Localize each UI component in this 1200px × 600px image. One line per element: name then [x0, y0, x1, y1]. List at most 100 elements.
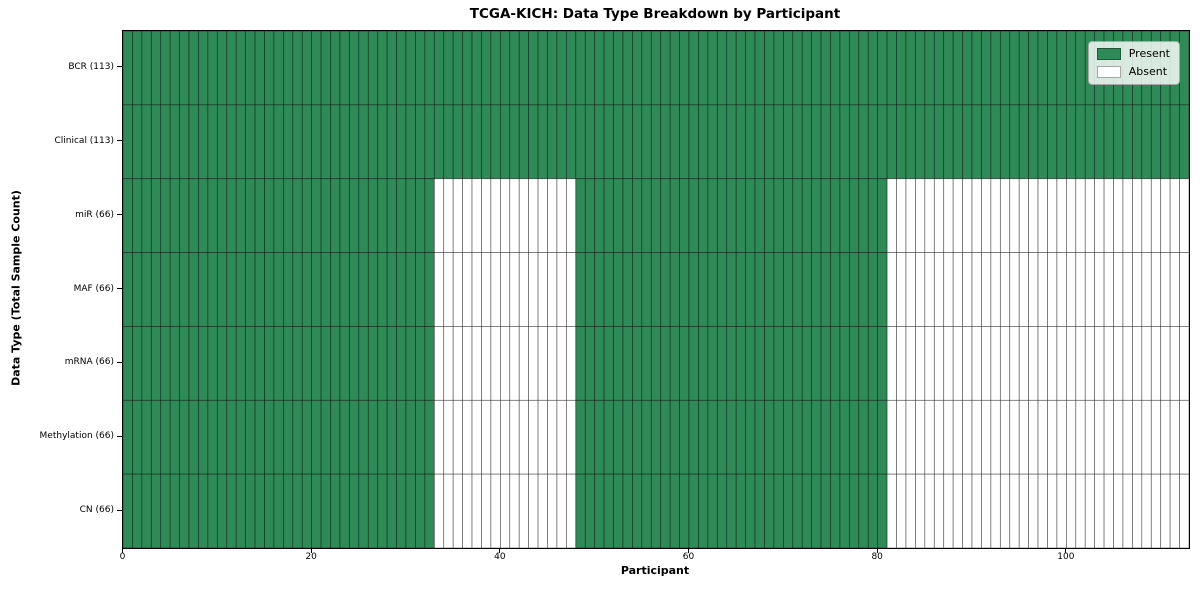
participant-cell: [830, 31, 841, 106]
participant-cell: [462, 326, 473, 401]
participant-cell: [443, 104, 454, 180]
participant-cell: [123, 104, 133, 180]
participant-cell: [839, 326, 850, 401]
participant-cell: [716, 31, 728, 106]
participant-cell: [1018, 252, 1029, 327]
participant-cell: [726, 252, 737, 327]
participant-cell: [216, 326, 228, 401]
participant-cell: [1018, 399, 1029, 475]
heatmap-row: [123, 104, 1189, 180]
participant-cell: [773, 31, 784, 106]
participant-cell: [971, 178, 982, 253]
participant-cell: [782, 473, 794, 548]
participant-cell: [641, 252, 652, 327]
participant-cell: [405, 104, 416, 180]
participant-cell: [396, 399, 407, 475]
participant-cell: [1028, 104, 1039, 180]
participant-cell: [311, 178, 322, 253]
participant-cell: [169, 178, 180, 253]
participant-cell: [915, 31, 926, 106]
participant-cell: [924, 399, 935, 475]
participant-cell: [292, 104, 303, 180]
participant-cell: [471, 473, 482, 548]
participant-cell: [877, 399, 888, 475]
participant-cell: [764, 178, 775, 253]
participant-cell: [254, 252, 265, 327]
participant-cell: [509, 31, 520, 106]
participant-cell: [688, 326, 699, 401]
participant-cell: [207, 399, 218, 475]
participant-cell: [999, 104, 1011, 180]
participant-cell: [264, 104, 275, 180]
participant-cell: [632, 178, 643, 253]
participant-cell: [858, 473, 869, 548]
participant-cell: [424, 31, 435, 106]
participant-cell: [962, 31, 973, 106]
participant-cell: [179, 473, 190, 548]
participant-cell: [622, 252, 633, 327]
participant-cell: [1009, 252, 1020, 327]
participant-cell: [745, 399, 756, 475]
participant-cell: [830, 104, 841, 180]
participant-cell: [896, 31, 907, 106]
participant-cell: [169, 252, 180, 327]
participant-cell: [943, 326, 954, 401]
participant-cell: [801, 473, 812, 548]
participant-cell: [301, 178, 313, 253]
participant-cell: [141, 252, 152, 327]
participant-cell: [858, 326, 869, 401]
participant-cell: [594, 326, 605, 401]
participant-cell: [1122, 399, 1133, 475]
participant-cell: [1066, 178, 1077, 253]
participant-cell: [396, 473, 407, 548]
participant-cell: [933, 31, 945, 106]
participant-cell: [839, 399, 850, 475]
participant-cell: [905, 326, 916, 401]
participant-cell: [367, 252, 379, 327]
participant-cell: [462, 473, 473, 548]
participant-cell: [773, 399, 784, 475]
participant-cell: [471, 399, 482, 475]
participant-cell: [537, 326, 548, 401]
participant-cell: [792, 399, 803, 475]
participant-cell: [1132, 473, 1143, 548]
participant-cell: [745, 104, 756, 180]
participant-cell: [962, 399, 973, 475]
participant-cell: [320, 178, 331, 253]
participant-cell: [160, 473, 171, 548]
participant-cell: [801, 104, 812, 180]
participant-cell: [245, 104, 256, 180]
participant-cell: [952, 326, 963, 401]
participant-cell: [141, 399, 152, 475]
participant-cell: [188, 252, 199, 327]
participant-cell: [990, 31, 1001, 106]
participant-cell: [575, 31, 586, 106]
participant-cell: [933, 473, 945, 548]
participant-cell: [971, 31, 982, 106]
participant-cell: [820, 31, 831, 106]
participant-cell: [622, 31, 633, 106]
x-tick-label: 20: [305, 552, 317, 562]
participant-cell: [358, 252, 369, 327]
participant-cell: [169, 473, 180, 548]
participant-cell: [962, 178, 973, 253]
participant-cell: [782, 178, 794, 253]
participant-cell: [283, 473, 294, 548]
x-tick-mark: [876, 548, 878, 553]
participant-cell: [188, 473, 199, 548]
participant-cell: [575, 104, 586, 180]
participant-cell: [339, 178, 350, 253]
participant-cell: [943, 104, 954, 180]
participant-cell: [433, 31, 445, 106]
participant-cell: [933, 178, 945, 253]
participant-cell: [745, 473, 756, 548]
participant-cell: [858, 104, 869, 180]
participant-cell: [632, 31, 643, 106]
participant-cell: [216, 104, 228, 180]
participant-cell: [792, 31, 803, 106]
participant-cell: [518, 399, 529, 475]
participant-cell: [207, 326, 218, 401]
participant-cell: [603, 399, 614, 475]
participant-cell: [801, 31, 812, 106]
participant-cell: [443, 31, 454, 106]
